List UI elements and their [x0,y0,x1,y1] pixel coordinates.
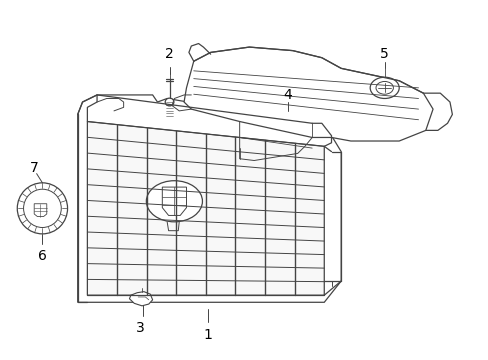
Polygon shape [162,187,186,215]
Circle shape [369,77,398,99]
Text: 7: 7 [30,161,39,175]
Circle shape [375,81,393,94]
Circle shape [146,181,202,222]
Text: 3: 3 [136,321,144,335]
Polygon shape [183,47,432,141]
Polygon shape [34,204,47,216]
Text: 4: 4 [283,88,292,102]
Ellipse shape [165,98,174,106]
Text: 2: 2 [165,47,174,61]
Polygon shape [129,292,152,306]
Text: 6: 6 [38,249,47,263]
Polygon shape [87,122,324,295]
Text: 1: 1 [203,328,212,342]
Text: 5: 5 [380,47,388,61]
Ellipse shape [23,189,61,228]
Polygon shape [78,95,341,302]
Ellipse shape [17,183,67,234]
